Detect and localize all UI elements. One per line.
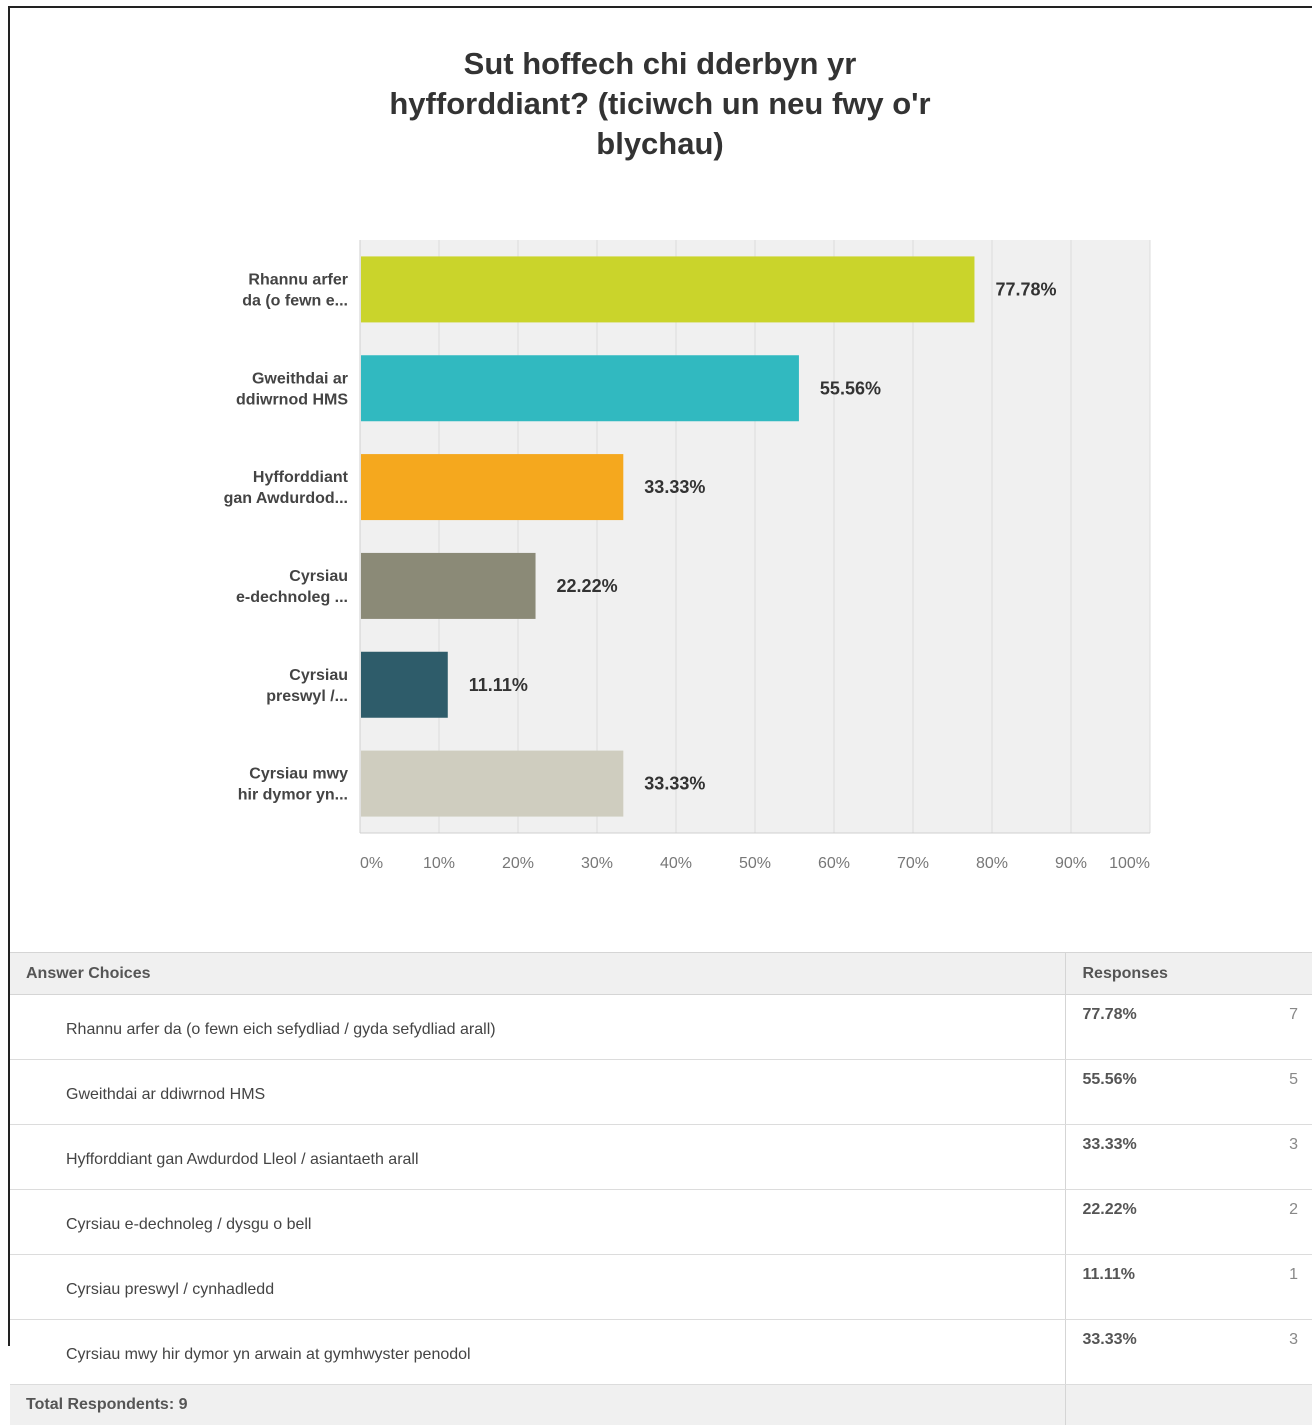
table-header-row: Answer Choices Responses (10, 953, 1312, 995)
table-row: Cyrsiau preswyl / cynhadledd 11.11% 1 (10, 1255, 1312, 1320)
row-choice: Cyrsiau mwy hir dymor yn arwain at gymhw… (10, 1320, 1065, 1385)
header-answer-choices: Answer Choices (10, 953, 1065, 995)
row-choice: Cyrsiau e-dechnoleg / dysgu o bell (10, 1190, 1065, 1255)
category-label: Cyrsiau (289, 667, 348, 684)
x-tick-label: 20% (502, 855, 534, 872)
x-tick-label: 80% (976, 855, 1008, 872)
bar (361, 553, 536, 619)
table-row: Rhannu arfer da (o fewn eich sefydliad /… (10, 995, 1312, 1060)
category-label: preswyl /... (266, 688, 348, 705)
data-label: 77.78% (995, 279, 1056, 299)
row-percent: 11.11% (1065, 1255, 1235, 1320)
bar (361, 256, 974, 322)
row-choice: Gweithdai ar ddiwrnod HMS (10, 1060, 1065, 1125)
row-percent: 77.78% (1065, 995, 1235, 1060)
data-label: 11.11% (469, 675, 528, 695)
x-tick-label: 100% (1109, 855, 1150, 872)
category-label: Cyrsiau (289, 568, 348, 585)
table-row: Cyrsiau e-dechnoleg / dysgu o bell 22.22… (10, 1190, 1312, 1255)
row-count: 3 (1235, 1125, 1312, 1190)
data-label: 33.33% (644, 774, 705, 794)
x-tick-label: 50% (739, 855, 771, 872)
category-label: Rhannu arfer (248, 271, 348, 288)
bar (361, 355, 799, 421)
row-count: 7 (1235, 995, 1312, 1060)
bar-chart: 0% 10% 20% 30% 40% 50% 60% 70% 80% 90% 100% 77.78% R… (0, 0, 1312, 900)
total-row-empty-cell (1065, 1385, 1312, 1425)
bar (361, 751, 623, 817)
answer-table-container: Answer Choices Responses Rhannu arfer da… (10, 952, 1312, 1347)
x-tick-label: 70% (897, 855, 929, 872)
row-choice: Hyfforddiant gan Awdurdod Lleol / asiant… (10, 1125, 1065, 1190)
data-label: 55.56% (820, 378, 881, 398)
row-choice: Cyrsiau preswyl / cynhadledd (10, 1255, 1065, 1320)
category-label: Gweithdai ar (252, 370, 348, 387)
header-responses: Responses (1065, 953, 1312, 995)
row-count: 2 (1235, 1190, 1312, 1255)
category-label: Cyrsiau mwy (249, 766, 348, 783)
x-tick-label: 10% (423, 855, 455, 872)
x-tick-label: 40% (660, 855, 692, 872)
total-respondents: Total Respondents: 9 (10, 1385, 1065, 1425)
bar (361, 454, 623, 520)
bar (361, 652, 448, 718)
table-row: Cyrsiau mwy hir dymor yn arwain at gymhw… (10, 1320, 1312, 1385)
category-label: Hyfforddiant (253, 469, 349, 486)
row-count: 5 (1235, 1060, 1312, 1125)
category-label: ddiwrnod HMS (236, 391, 348, 408)
total-row: Total Respondents: 9 (10, 1385, 1312, 1425)
data-label: 22.22% (557, 576, 618, 596)
table-row: Hyfforddiant gan Awdurdod Lleol / asiant… (10, 1125, 1312, 1190)
table-row: Gweithdai ar ddiwrnod HMS 55.56% 5 (10, 1060, 1312, 1125)
category-label: hir dymor yn... (238, 787, 348, 804)
answer-table: Answer Choices Responses Rhannu arfer da… (10, 953, 1312, 1425)
row-count: 1 (1235, 1255, 1312, 1320)
row-count: 3 (1235, 1320, 1312, 1385)
category-label: e-dechnoleg ... (236, 589, 348, 606)
category-label: gan Awdurdod... (224, 490, 348, 507)
row-percent: 33.33% (1065, 1320, 1235, 1385)
data-label: 33.33% (644, 477, 705, 497)
x-tick-label: 30% (581, 855, 613, 872)
row-percent: 22.22% (1065, 1190, 1235, 1255)
row-percent: 33.33% (1065, 1125, 1235, 1190)
x-tick-label: 90% (1055, 855, 1087, 872)
x-tick-label: 60% (818, 855, 850, 872)
x-tick-label: 0% (360, 855, 383, 872)
category-label: da (o fewn e... (242, 292, 348, 309)
row-choice: Rhannu arfer da (o fewn eich sefydliad /… (10, 995, 1065, 1060)
row-percent: 55.56% (1065, 1060, 1235, 1125)
